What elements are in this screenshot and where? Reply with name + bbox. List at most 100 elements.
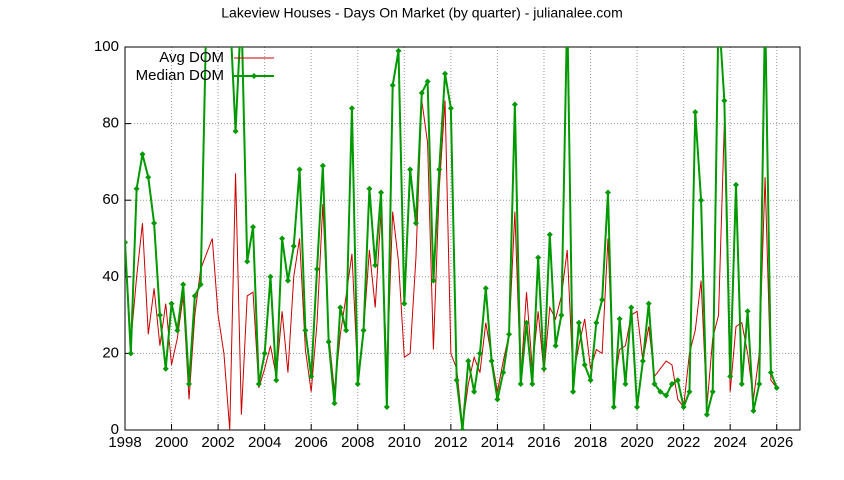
point-marker xyxy=(395,47,402,54)
point-marker xyxy=(366,185,373,192)
x-tick-label: 2008 xyxy=(341,434,374,451)
point-marker xyxy=(284,277,291,284)
point-marker xyxy=(308,373,315,380)
point-marker xyxy=(279,235,286,242)
point-marker xyxy=(430,277,437,284)
plot-frame xyxy=(124,46,801,431)
x-tick-label: 2006 xyxy=(295,434,328,451)
point-marker xyxy=(139,151,146,158)
point-marker xyxy=(506,331,513,338)
point-marker xyxy=(599,296,606,303)
point-marker xyxy=(325,338,332,345)
point-marker xyxy=(634,404,641,411)
point-marker xyxy=(593,319,600,326)
legend-label: Median DOM xyxy=(136,67,224,84)
point-marker xyxy=(337,304,344,311)
point-marker xyxy=(767,369,774,376)
point-marker xyxy=(186,381,193,388)
point-marker xyxy=(657,388,664,395)
point-marker xyxy=(180,281,187,288)
point-marker xyxy=(389,82,396,89)
point-marker xyxy=(133,185,140,192)
point-marker xyxy=(174,327,181,334)
point-marker xyxy=(639,358,646,365)
point-marker xyxy=(244,258,251,265)
point-marker xyxy=(517,381,524,388)
point-marker xyxy=(494,396,501,403)
chart-title: Lakeview Houses - Days On Market (by qua… xyxy=(221,5,623,21)
point-marker xyxy=(570,388,577,395)
point-marker xyxy=(744,308,751,315)
point-marker xyxy=(197,281,204,288)
point-marker xyxy=(482,285,489,292)
point-marker xyxy=(668,381,675,388)
point-marker xyxy=(255,381,262,388)
x-tick-label: 2018 xyxy=(574,434,607,451)
point-marker xyxy=(372,262,379,269)
point-marker xyxy=(378,189,385,196)
point-marker xyxy=(540,365,547,372)
point-marker xyxy=(558,312,565,319)
point-marker xyxy=(500,369,507,376)
point-marker xyxy=(692,109,699,116)
y-tick-label: 80 xyxy=(102,115,119,132)
point-marker xyxy=(360,327,367,334)
point-marker xyxy=(215,6,221,12)
x-tick-label: 2004 xyxy=(248,434,281,451)
point-marker xyxy=(546,231,553,238)
point-marker xyxy=(721,97,728,104)
y-tick-label: 40 xyxy=(102,268,119,285)
point-marker xyxy=(575,319,582,326)
x-tick-label: 2022 xyxy=(667,434,700,451)
legend-label: Avg DOM xyxy=(159,49,224,66)
x-tick-label: 2010 xyxy=(388,434,421,451)
series-line xyxy=(125,100,778,430)
point-marker xyxy=(465,358,472,365)
point-marker xyxy=(727,373,734,380)
point-marker xyxy=(523,319,530,326)
x-tick-label: 2016 xyxy=(527,434,560,451)
point-marker xyxy=(604,189,611,196)
y-tick-label: 20 xyxy=(102,344,119,361)
x-tick-label: 2020 xyxy=(620,434,653,451)
point-marker xyxy=(209,6,215,12)
y-tick-label: 0 xyxy=(111,421,119,438)
point-marker xyxy=(750,407,757,414)
point-marker xyxy=(273,377,280,384)
point-marker xyxy=(267,273,274,280)
point-marker xyxy=(453,377,460,384)
x-tick-label: 1998 xyxy=(108,434,141,451)
point-marker xyxy=(663,392,670,399)
point-marker xyxy=(587,377,594,384)
point-marker xyxy=(168,300,175,307)
point-marker xyxy=(302,327,309,334)
point-marker xyxy=(680,404,687,411)
point-marker xyxy=(290,243,297,250)
x-tick-label: 2024 xyxy=(713,434,746,451)
point-marker xyxy=(250,224,257,231)
point-marker xyxy=(552,342,559,349)
point-marker xyxy=(314,266,321,273)
point-marker xyxy=(773,384,780,391)
point-marker xyxy=(125,239,128,246)
point-marker xyxy=(162,365,169,372)
point-marker xyxy=(442,70,449,77)
point-marker xyxy=(628,304,635,311)
point-marker xyxy=(412,220,419,227)
plot-area xyxy=(125,6,780,430)
point-marker xyxy=(418,89,425,96)
point-marker xyxy=(674,377,681,384)
point-marker xyxy=(407,166,414,173)
point-marker xyxy=(319,162,326,169)
point-marker xyxy=(471,388,478,395)
point-marker xyxy=(296,166,303,173)
point-marker xyxy=(716,6,722,12)
point-marker xyxy=(383,404,390,411)
point-marker xyxy=(581,361,588,368)
point-marker xyxy=(738,381,745,388)
point-marker xyxy=(447,105,454,112)
x-tick-label: 2026 xyxy=(760,434,793,451)
point-marker xyxy=(698,197,705,204)
point-marker xyxy=(703,411,710,418)
